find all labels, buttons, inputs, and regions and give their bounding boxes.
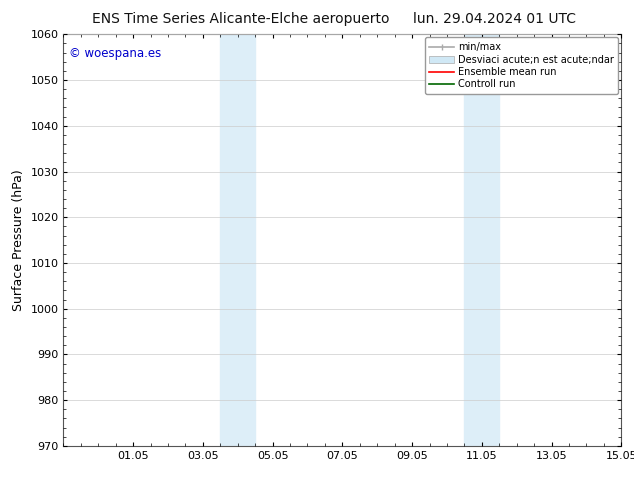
Text: © woespana.es: © woespana.es (69, 47, 161, 60)
Text: lun. 29.04.2024 01 UTC: lun. 29.04.2024 01 UTC (413, 12, 576, 26)
Bar (238, 34, 255, 446)
Legend: min/max, Desviaci acute;n est acute;ndar, Ensemble mean run, Controll run: min/max, Desviaci acute;n est acute;ndar… (425, 37, 618, 94)
Bar (221, 34, 238, 446)
Text: ENS Time Series Alicante-Elche aeropuerto: ENS Time Series Alicante-Elche aeropuert… (92, 12, 390, 26)
Y-axis label: Surface Pressure (hPa): Surface Pressure (hPa) (12, 169, 25, 311)
Bar (464, 34, 482, 446)
Bar (482, 34, 499, 446)
